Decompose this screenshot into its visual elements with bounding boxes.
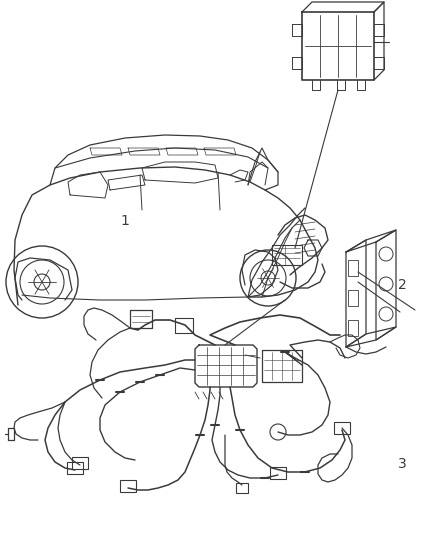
Bar — [272, 245, 302, 265]
Bar — [67, 462, 83, 474]
Bar — [72, 457, 88, 469]
Bar — [348, 260, 358, 276]
Bar — [348, 290, 358, 306]
Bar — [120, 480, 136, 492]
Bar — [236, 483, 248, 493]
Text: 3: 3 — [398, 457, 406, 471]
Bar — [270, 467, 286, 479]
Bar — [348, 320, 358, 336]
Bar — [334, 422, 350, 434]
Text: 1: 1 — [120, 214, 129, 228]
Text: 2: 2 — [398, 278, 406, 292]
